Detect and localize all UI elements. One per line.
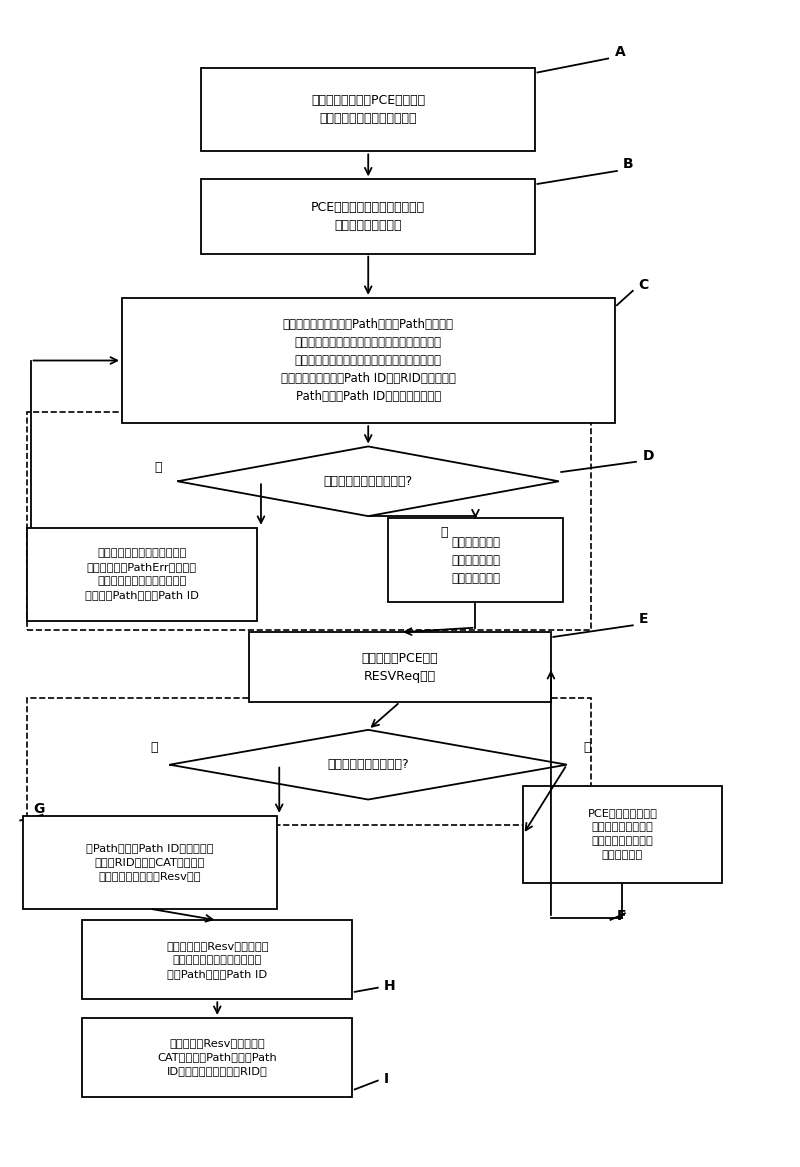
Text: F: F [617, 909, 626, 923]
Text: 源节点向目的节点发送Path消息，Path消息依次
经过显式路由所包括的每段链路，根据每段链路
的链路可用波长集得到光路可用波长集，根据每
段链路上已经标记的P: 源节点向目的节点发送Path消息，Path消息依次 经过显式路由所包括的每段链路… [281, 317, 456, 403]
Text: 源节点收到Resv消息后，从
CAT表中删除Path消息的Path
ID、相应的预留波长和RID集: 源节点收到Resv消息后，从 CAT表中删除Path消息的Path ID、相应的… [158, 1039, 277, 1076]
Text: I: I [384, 1072, 390, 1086]
Text: 否: 否 [440, 526, 447, 539]
Text: 当前预留波长是否可用?: 当前预留波长是否可用? [327, 759, 409, 771]
FancyBboxPatch shape [22, 816, 277, 909]
Text: D: D [642, 449, 654, 463]
Text: B: B [622, 158, 633, 172]
Text: PCE计算得到显式路由，并将显
式路由发送给源节点: PCE计算得到显式路由，并将显 式路由发送给源节点 [311, 201, 426, 232]
FancyBboxPatch shape [249, 633, 551, 703]
FancyBboxPatch shape [26, 527, 257, 621]
Text: G: G [33, 802, 44, 816]
Text: C: C [638, 278, 649, 292]
FancyBboxPatch shape [122, 298, 614, 424]
Polygon shape [170, 729, 567, 799]
FancyBboxPatch shape [82, 1018, 352, 1097]
Text: 从光路可用波长
集中选择一个波
长作为预留波长: 从光路可用波长 集中选择一个波 长作为预留波长 [451, 536, 500, 585]
FancyBboxPatch shape [82, 921, 352, 999]
Text: 将Path消息的Path ID、当前预留
波长和RID集存入CAT表中，然
后通知目的节点发送Resv消息: 将Path消息的Path ID、当前预留 波长和RID集存入CAT表中，然 后通… [86, 844, 214, 881]
Polygon shape [178, 447, 559, 516]
Text: 目的节点沿显式路由的反方向
向源节点发送PathErr消息，并
且去除显式路由所包括的每段
链路上的Path消息的Path ID: 目的节点沿显式路由的反方向 向源节点发送PathErr消息，并 且去除显式路由所… [85, 548, 198, 600]
Text: 中间节点收到Resv消息后进行
资源预留，并且去除相应链路
上的Path消息的Path ID: 中间节点收到Resv消息后进行 资源预留，并且去除相应链路 上的Path消息的P… [166, 941, 269, 979]
Text: E: E [638, 613, 648, 627]
Text: 目的节点向PCE发送
RESVReq消息: 目的节点向PCE发送 RESVReq消息 [362, 651, 438, 683]
Text: A: A [614, 44, 626, 58]
Text: 光路可用波长集是否为空?: 光路可用波长集是否为空? [324, 475, 413, 488]
Text: PCE通知目的节点从
光路可用波长集中选
择一个新的可用波长
作为预留波长: PCE通知目的节点从 光路可用波长集中选 择一个新的可用波长 作为预留波长 [587, 809, 658, 860]
FancyBboxPatch shape [523, 785, 722, 883]
Text: 否: 否 [583, 741, 590, 754]
Text: 是: 是 [150, 741, 158, 754]
Text: 源节点发送消息给PCE，请求建
立从源节点到目的节点的光路: 源节点发送消息给PCE，请求建 立从源节点到目的节点的光路 [311, 95, 426, 125]
FancyBboxPatch shape [388, 518, 563, 602]
FancyBboxPatch shape [202, 180, 535, 253]
Text: H: H [384, 979, 396, 993]
FancyBboxPatch shape [202, 68, 535, 152]
Text: 是: 是 [154, 461, 162, 474]
